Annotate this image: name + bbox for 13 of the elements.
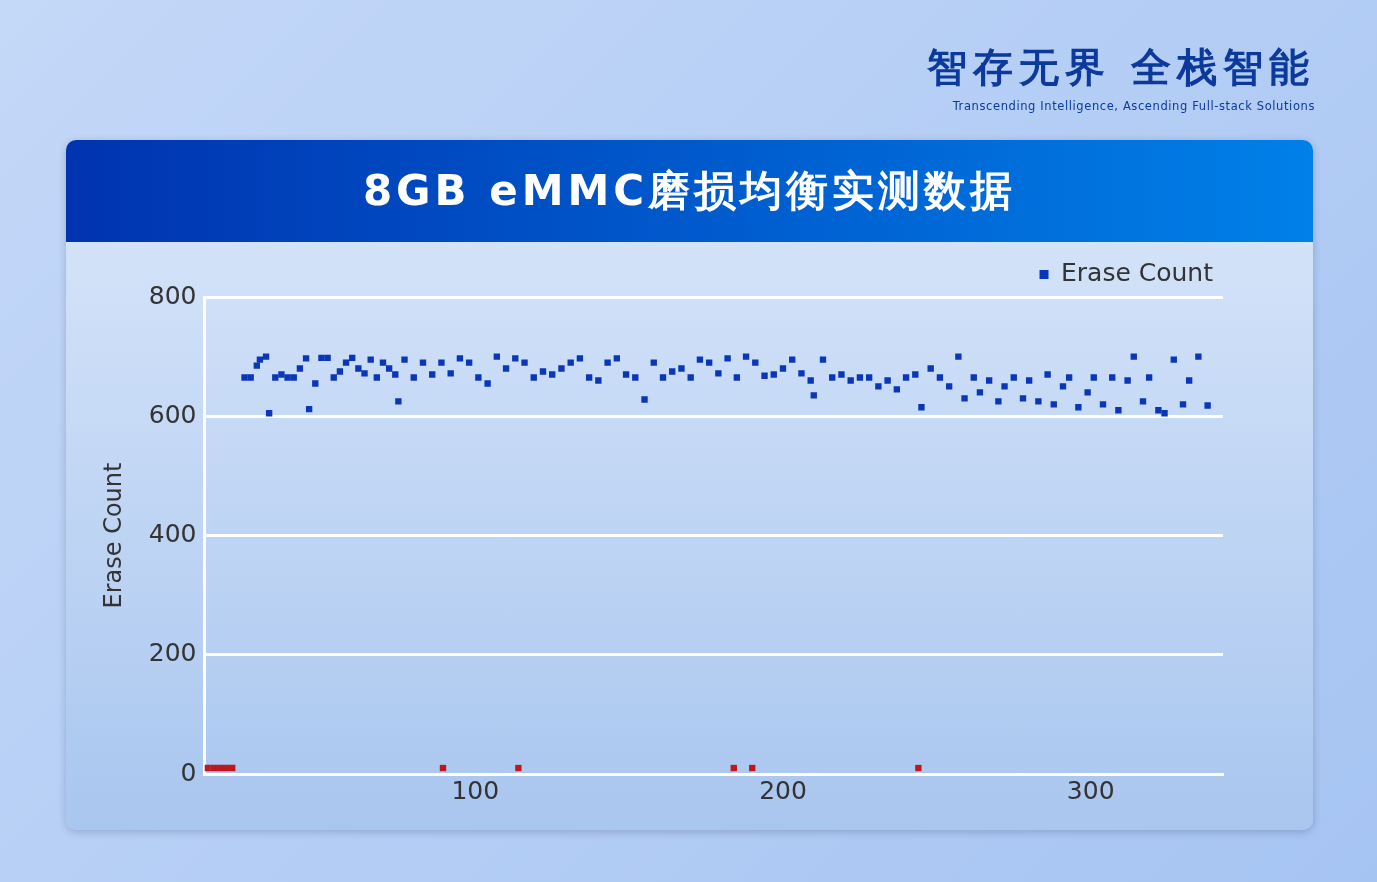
text: Transcending Intelligence, Ascending Full-stack Solutions <box>951 99 1315 113</box>
text: 智存无界 全栈智能 <box>927 43 1315 92</box>
y-tick-label: 400 <box>148 519 197 548</box>
y-tick-label: 0 <box>180 757 197 787</box>
x-tick-label: 200 <box>759 775 807 805</box>
chart-title: 8GB eMMC磨损均衡实测数据 <box>66 140 1313 242</box>
y-tick-label: 800 <box>148 280 197 310</box>
x-tick-label: 300 <box>1066 775 1115 805</box>
x-tick-label: 100 <box>451 775 500 805</box>
y-tick-label: 200 <box>148 638 197 668</box>
y-tick-label: 600 <box>148 399 197 429</box>
y-axis-title: Erase Count <box>98 462 127 609</box>
legend-label: Erase Count <box>1061 258 1214 287</box>
